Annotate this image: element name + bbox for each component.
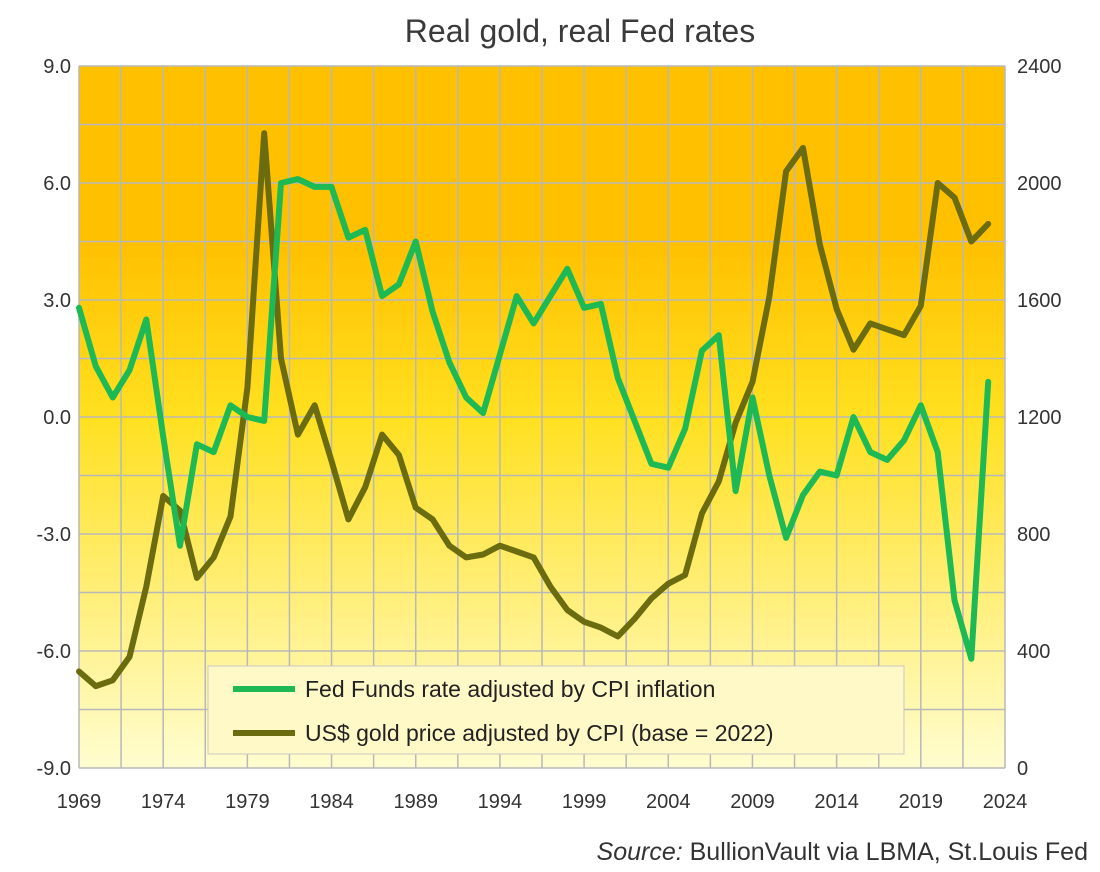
y-right-tick-label: 400 <box>1017 641 1050 663</box>
source-note: Source: BullionVault via LBMA, St.Louis … <box>597 838 1088 866</box>
x-tick-label: 2024 <box>983 791 1028 813</box>
y-left-tick-label: 9.0 <box>43 56 71 78</box>
source-text: BullionVault via LBMA, St.Louis Fed <box>683 838 1088 866</box>
legend-label-fed-rate: Fed Funds rate adjusted by CPI inflation <box>305 676 715 702</box>
y-left-tick-label: 6.0 <box>43 173 71 195</box>
series-layer <box>76 130 992 690</box>
x-tick-label: 1999 <box>562 791 607 813</box>
legend-box <box>207 665 905 755</box>
left-axis: 9.0 6.0 3.0 0.0 -3.0 -6.0 -9.0 <box>37 56 71 780</box>
x-tick-label: 2009 <box>730 791 775 813</box>
x-tick-label: 2014 <box>814 791 859 813</box>
x-tick-label: 1974 <box>141 791 186 813</box>
x-tick-label: 1989 <box>393 791 438 813</box>
y-right-tick-label: 1600 <box>1017 290 1062 312</box>
x-tick-label: 2019 <box>899 791 944 813</box>
y-right-tick-label: 800 <box>1017 524 1050 546</box>
y-right-tick-label: 2000 <box>1017 173 1062 195</box>
x-axis: 1969 1974 1979 1984 1989 1994 1999 2004 2009 2014… <box>57 791 1028 813</box>
x-tick-label: 2004 <box>646 791 691 813</box>
y-left-tick-label: -3.0 <box>37 524 71 546</box>
right-axis: 2400 2000 1600 1200 800 400 0 <box>1017 56 1062 780</box>
y-left-tick-label: -9.0 <box>37 758 71 780</box>
source-label: Source: <box>597 838 683 866</box>
x-tick-label: 1994 <box>478 791 523 813</box>
y-right-tick-label: 2400 <box>1017 56 1062 78</box>
x-tick-label: 1979 <box>225 791 270 813</box>
chart-title: Real gold, real Fed rates <box>405 13 755 49</box>
legend-label-gold-price: US$ gold price adjusted by CPI (base = 2… <box>305 720 774 746</box>
x-tick-label: 1969 <box>57 791 102 813</box>
y-left-tick-label: 0.0 <box>43 407 71 429</box>
y-left-tick-label: 3.0 <box>43 290 71 312</box>
y-right-tick-label: 1200 <box>1017 407 1062 429</box>
y-left-tick-label: -6.0 <box>37 641 71 663</box>
x-tick-label: 1984 <box>309 791 354 813</box>
y-right-tick-label: 0 <box>1017 758 1028 780</box>
legend: Fed Funds rate adjusted by CPI inflation… <box>207 665 905 755</box>
